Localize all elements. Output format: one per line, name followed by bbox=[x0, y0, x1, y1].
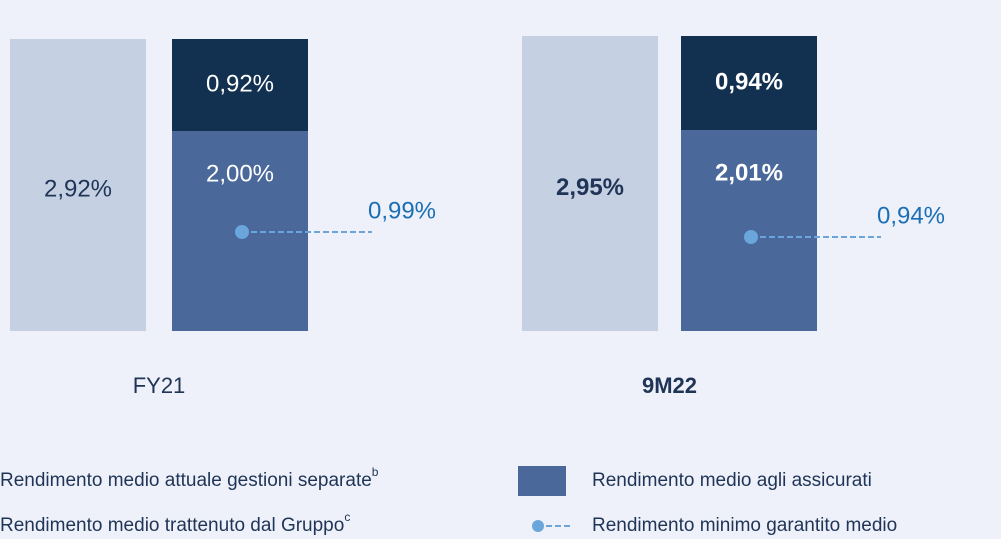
bar bbox=[10, 39, 146, 331]
value-label: 0,92% bbox=[206, 70, 274, 97]
legend-dot bbox=[532, 520, 544, 532]
marker-dot bbox=[744, 230, 758, 244]
legend-label: Rendimento medio agli assicurati bbox=[592, 470, 872, 491]
legend-note: b bbox=[372, 465, 379, 479]
legend-name: Rendimento minimo garantito medio bbox=[592, 515, 897, 536]
bar bbox=[681, 36, 817, 130]
value-label: 2,01% bbox=[715, 159, 783, 186]
value-label: 2,00% bbox=[206, 160, 274, 187]
value-label: 0,94% bbox=[715, 68, 783, 95]
value-label: 0,94% bbox=[877, 202, 945, 229]
legend-label: Rendimento medio attuale gestioni separa… bbox=[0, 465, 379, 491]
bar bbox=[522, 36, 658, 331]
value-label: 2,92% bbox=[44, 175, 112, 202]
x-tick-label: FY21 bbox=[133, 373, 186, 398]
x-tick-label: 9M22 bbox=[642, 373, 697, 398]
legend-label: Rendimento medio trattenuto dal Gruppoc bbox=[0, 510, 350, 536]
legend-name: Rendimento medio agli assicurati bbox=[592, 470, 872, 491]
value-label: 0,99% bbox=[368, 197, 436, 224]
legend-swatch bbox=[518, 466, 566, 496]
value-label: 2,95% bbox=[556, 174, 624, 201]
bar bbox=[172, 39, 308, 131]
legend-name: Rendimento medio trattenuto dal Gruppo bbox=[0, 515, 344, 536]
legend-name: Rendimento medio attuale gestioni separa… bbox=[0, 470, 372, 491]
marker-dot bbox=[235, 225, 249, 239]
legend-note: c bbox=[344, 510, 350, 524]
legend-label: Rendimento minimo garantito medio bbox=[592, 515, 897, 536]
